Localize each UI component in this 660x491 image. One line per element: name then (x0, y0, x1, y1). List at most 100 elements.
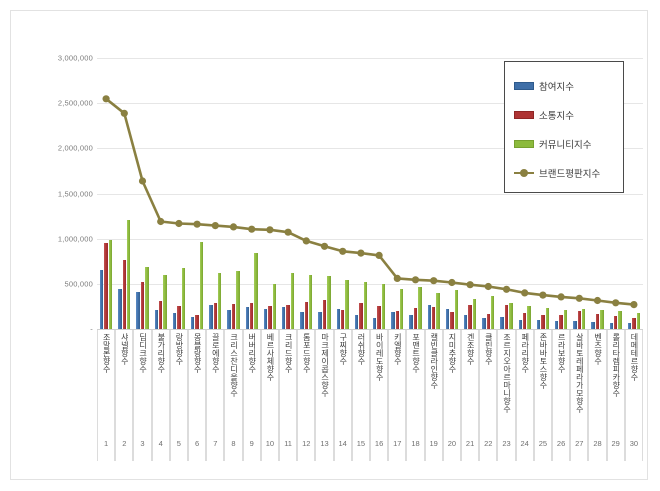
bar[interactable] (618, 311, 622, 329)
line-marker[interactable] (430, 277, 438, 285)
bar[interactable] (363, 282, 367, 329)
bar[interactable] (377, 306, 381, 329)
bar[interactable] (300, 312, 304, 329)
bar[interactable] (391, 312, 395, 329)
line-marker[interactable] (357, 249, 365, 257)
bar[interactable] (500, 317, 504, 329)
bar[interactable] (445, 308, 450, 329)
bar[interactable] (527, 305, 531, 329)
bar[interactable] (431, 307, 436, 329)
bar[interactable] (436, 293, 440, 329)
bar[interactable] (199, 241, 204, 329)
bar[interactable] (158, 300, 163, 329)
bar[interactable] (163, 274, 167, 329)
bar[interactable] (573, 321, 577, 329)
bar[interactable] (322, 299, 327, 329)
bar[interactable] (126, 219, 131, 329)
bar[interactable] (609, 322, 613, 329)
bar[interactable] (154, 309, 158, 329)
bar[interactable] (486, 313, 490, 329)
bar[interactable] (136, 291, 140, 329)
bar[interactable] (181, 268, 185, 329)
line-marker[interactable] (320, 242, 329, 250)
line-marker[interactable] (102, 95, 110, 103)
bar[interactable] (345, 279, 349, 329)
line-marker[interactable] (175, 219, 183, 228)
line-marker[interactable] (484, 282, 492, 291)
bar[interactable] (418, 287, 422, 329)
line-marker[interactable] (575, 294, 583, 302)
bar[interactable] (254, 252, 258, 329)
bar[interactable] (577, 310, 581, 329)
bar[interactable] (100, 270, 104, 329)
line-marker[interactable] (448, 278, 456, 287)
bar[interactable] (373, 317, 377, 329)
bar[interactable] (381, 283, 386, 329)
bar[interactable] (600, 310, 604, 329)
line-marker[interactable] (266, 226, 274, 234)
bar[interactable] (268, 305, 272, 329)
bar[interactable] (395, 311, 399, 329)
bar[interactable] (217, 273, 222, 329)
bar[interactable] (263, 308, 268, 329)
bar[interactable] (272, 283, 276, 329)
bar[interactable] (213, 303, 217, 329)
line-marker[interactable] (411, 276, 420, 284)
line-marker[interactable] (229, 223, 238, 231)
legend-item-2[interactable]: 커뮤니티지수 (514, 129, 623, 158)
bar[interactable] (122, 260, 126, 329)
line-marker[interactable] (612, 299, 620, 307)
bar[interactable] (464, 315, 468, 329)
bar[interactable] (172, 313, 177, 329)
bar[interactable] (140, 282, 145, 329)
line-marker[interactable] (539, 291, 547, 299)
bar[interactable] (490, 296, 495, 329)
bar[interactable] (482, 318, 486, 329)
bar[interactable] (308, 274, 313, 329)
line-marker[interactable] (557, 293, 565, 301)
bar[interactable] (541, 314, 545, 329)
bar[interactable] (177, 305, 181, 329)
bar[interactable] (613, 316, 618, 329)
bar[interactable] (509, 302, 513, 329)
bar[interactable] (290, 273, 295, 329)
bar[interactable] (536, 320, 541, 329)
line-marker[interactable] (120, 109, 128, 117)
legend-item-0[interactable]: 참여지수 (514, 71, 623, 100)
bar[interactable] (227, 309, 231, 329)
bar[interactable] (191, 317, 195, 329)
bar[interactable] (340, 309, 345, 329)
bar[interactable] (555, 320, 559, 329)
bar[interactable] (518, 319, 522, 329)
bar[interactable] (454, 289, 458, 329)
bar[interactable] (286, 304, 290, 329)
bar[interactable] (468, 305, 472, 329)
legend-item-3[interactable]: 브랜드평판지수 (514, 158, 623, 187)
bar[interactable] (627, 323, 632, 329)
bar[interactable] (104, 243, 108, 329)
bar[interactable] (318, 312, 322, 329)
line-marker[interactable] (193, 220, 201, 228)
bar[interactable] (354, 315, 359, 329)
bar[interactable] (282, 307, 286, 329)
line-marker[interactable] (521, 289, 529, 297)
bar[interactable] (209, 304, 213, 329)
bar[interactable] (413, 307, 418, 329)
bar[interactable] (108, 240, 113, 329)
bar[interactable] (145, 266, 149, 329)
bar[interactable] (236, 271, 240, 329)
bar[interactable] (595, 314, 600, 329)
bar[interactable] (581, 308, 586, 329)
bar[interactable] (399, 289, 404, 329)
bar[interactable] (545, 308, 549, 329)
bar[interactable] (522, 313, 527, 329)
line-marker[interactable] (284, 228, 292, 236)
bar[interactable] (195, 315, 199, 329)
bar[interactable] (504, 305, 509, 329)
bar[interactable] (559, 315, 563, 329)
bar[interactable] (304, 301, 308, 329)
bar[interactable] (427, 304, 431, 329)
line-marker[interactable] (211, 222, 219, 230)
bar[interactable] (472, 299, 477, 329)
bar[interactable] (336, 308, 340, 329)
